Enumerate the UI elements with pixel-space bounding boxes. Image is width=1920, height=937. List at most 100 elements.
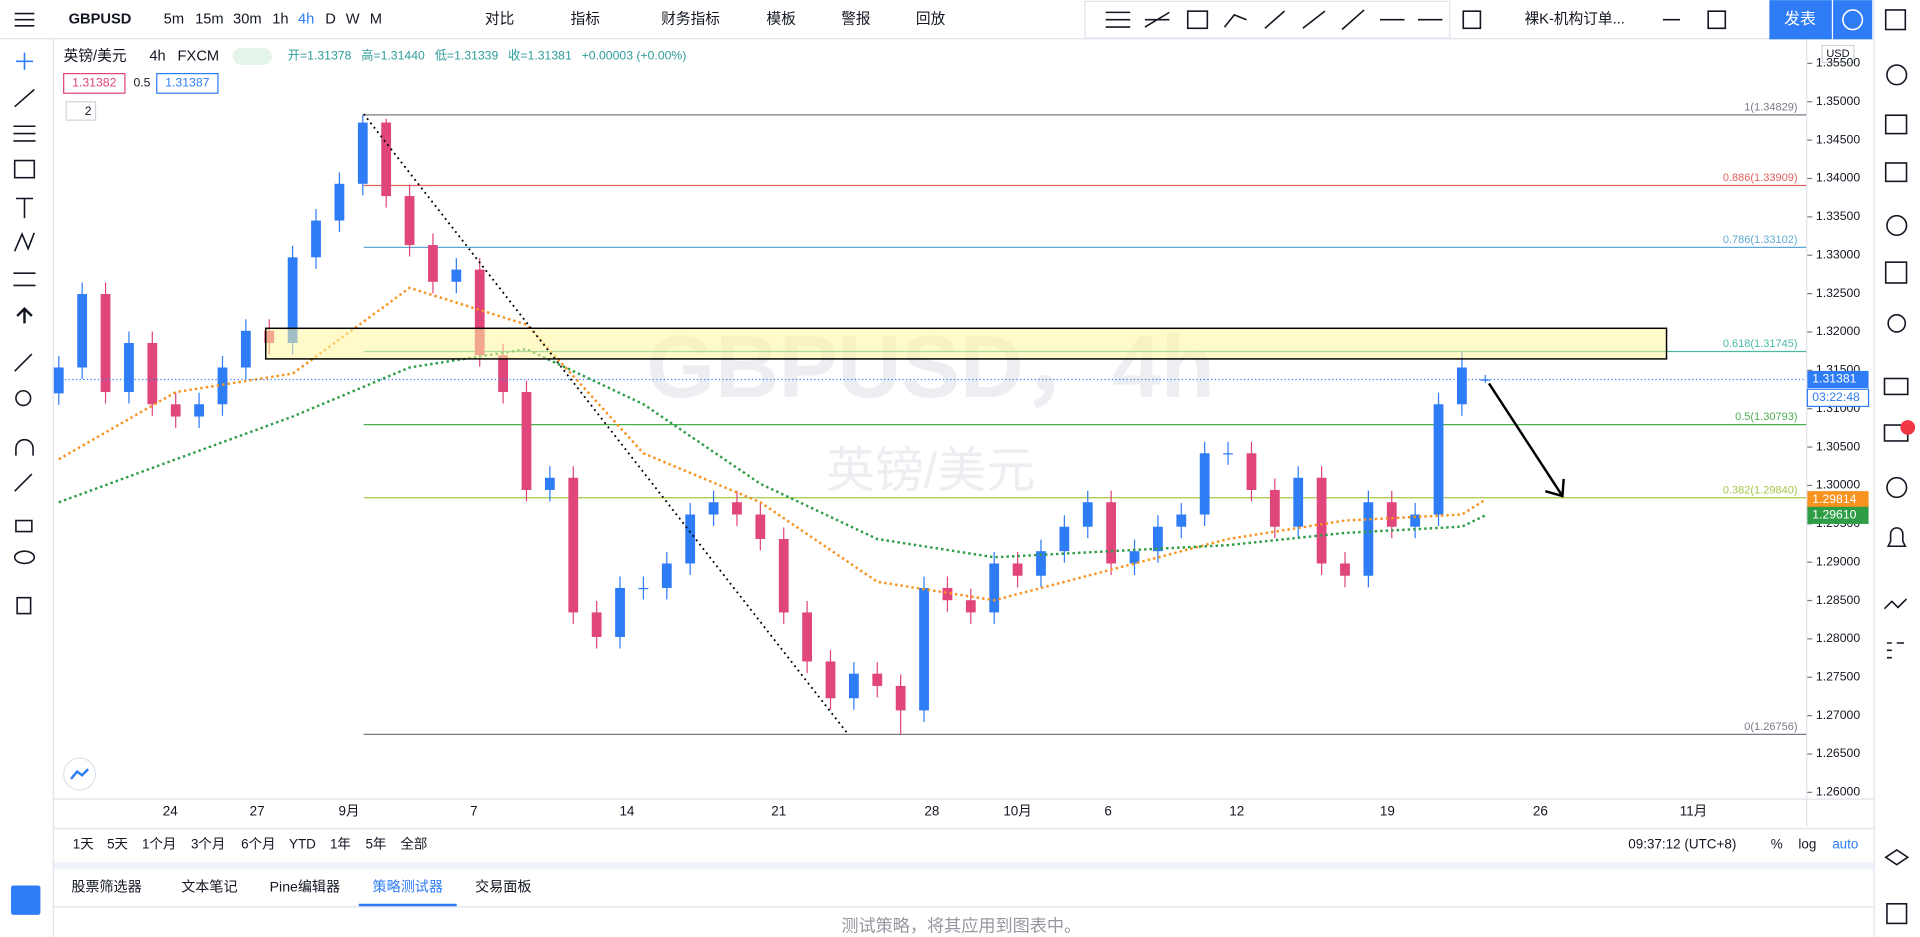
draw-ray[interactable] — [1302, 10, 1326, 29]
axis-option[interactable]: % — [1771, 837, 1783, 852]
spread: 0.5 — [133, 76, 150, 90]
range-button[interactable]: 3个月 — [191, 837, 225, 852]
candle-body — [1223, 453, 1233, 455]
candle-body — [1082, 502, 1093, 527]
menu-icon[interactable] — [14, 12, 35, 27]
hotlist-icon[interactable] — [1883, 598, 1908, 610]
range-button[interactable]: 1天 — [73, 837, 94, 852]
axis-option[interactable]: auto — [1832, 837, 1858, 852]
trend-line[interactable] — [362, 113, 850, 736]
toolbar-button[interactable]: 模板 — [767, 10, 797, 28]
interval-button[interactable]: M — [370, 12, 382, 28]
ideas-icon[interactable] — [1887, 314, 1907, 333]
chat-icon[interactable] — [1883, 377, 1909, 396]
candle-body — [919, 587, 929, 711]
rect-toggle[interactable] — [1462, 10, 1482, 30]
countdown-box — [1806, 388, 1870, 408]
fib-label: 0(1.26756) — [1744, 721, 1797, 733]
delete-tool[interactable] — [16, 596, 32, 615]
candle-body — [381, 122, 392, 197]
panel-tab[interactable]: Pine编辑器 — [270, 879, 340, 895]
panel-icon[interactable] — [11, 885, 41, 915]
pattern-tool[interactable] — [13, 231, 36, 252]
toolbar-button[interactable]: 对比 — [485, 11, 514, 28]
calc-icon[interactable] — [1884, 261, 1908, 284]
candle-body — [287, 257, 298, 344]
range-button[interactable]: YTD — [289, 837, 316, 852]
candle-body — [1293, 477, 1304, 527]
range-button[interactable]: 5年 — [365, 837, 386, 852]
axis-option[interactable]: log — [1798, 837, 1816, 852]
candle-body — [708, 502, 719, 515]
magnet-tool[interactable] — [15, 438, 34, 456]
stream-icon[interactable] — [1886, 476, 1908, 499]
x-tick-label: 12 — [1229, 804, 1244, 819]
supply-zone[interactable] — [264, 327, 1668, 360]
toolbar-button[interactable]: 回放 — [916, 11, 946, 28]
prediction-tool[interactable] — [13, 272, 36, 287]
calendar-icon[interactable] — [1886, 214, 1908, 237]
template-select[interactable]: 裸K-机构订单... — [1524, 11, 1624, 28]
draw-arrow[interactable] — [1264, 10, 1286, 29]
range-button[interactable]: 全部 — [400, 836, 427, 852]
projection-arrow[interactable] — [1487, 382, 1564, 497]
ruler-tool[interactable] — [14, 353, 33, 372]
y-tick-label: 1.34500 — [1816, 132, 1860, 146]
interval-button[interactable]: 5m — [164, 12, 184, 28]
y-tick-label: 1.27500 — [1816, 669, 1860, 683]
interval-button[interactable]: W — [346, 12, 360, 28]
toolbar-button[interactable]: 指标 — [571, 11, 601, 28]
lock-tool[interactable] — [15, 519, 33, 533]
legend-interval: 4h — [149, 48, 165, 64]
zoom-tool[interactable] — [15, 389, 32, 407]
symbol[interactable]: GBPUSD — [69, 12, 132, 28]
panel-tab[interactable]: 策略测试器 — [373, 879, 443, 895]
panel-tab[interactable]: 文本笔记 — [181, 879, 237, 895]
dom-icon[interactable] — [1886, 642, 1905, 659]
draw-channel[interactable] — [1144, 11, 1170, 28]
interval-button[interactable]: 30m — [233, 12, 262, 28]
crosshair-tool[interactable] — [15, 52, 34, 70]
range-button[interactable]: 5天 — [107, 837, 128, 852]
interval-button[interactable]: 1h — [272, 12, 288, 28]
interval-button[interactable]: 4h — [298, 12, 314, 28]
panel-tab[interactable]: 交易面板 — [475, 879, 531, 895]
interval-button[interactable]: D — [325, 12, 336, 28]
draw-line[interactable] — [1341, 9, 1365, 31]
range-button[interactable]: 1年 — [330, 837, 351, 852]
toolbar-button[interactable]: 财务指标 — [661, 11, 720, 28]
visibility-tool[interactable] — [13, 550, 36, 565]
range-button[interactable]: 1个月 — [142, 837, 176, 852]
text-tool[interactable] — [15, 197, 34, 219]
fib-tool[interactable] — [13, 125, 36, 142]
layers-icon[interactable] — [1884, 848, 1910, 866]
draw-fib[interactable] — [1105, 11, 1131, 28]
draw-rect[interactable] — [1186, 10, 1209, 30]
interval-button[interactable]: 15m — [195, 12, 224, 28]
notify-icon[interactable] — [1886, 527, 1907, 548]
fib-label: 0.382(1.29840) — [1723, 484, 1798, 496]
help-icon[interactable] — [1886, 903, 1908, 925]
settings-icons[interactable] — [1662, 10, 1727, 30]
toolbar-button[interactable]: 警报 — [841, 11, 871, 28]
panel-tab[interactable]: 股票筛选器 — [71, 879, 141, 895]
price-tag — [1807, 370, 1869, 389]
candle-body — [1410, 514, 1421, 527]
draw-path[interactable] — [1223, 13, 1247, 28]
range-button[interactable]: 6个月 — [241, 837, 275, 852]
ask-box[interactable] — [156, 72, 219, 94]
watchlist-icon[interactable] — [1884, 9, 1907, 31]
data-icon[interactable] — [1884, 162, 1908, 183]
bid-box[interactable] — [63, 72, 126, 94]
shape-tool[interactable] — [13, 159, 36, 179]
draw-lock-tool[interactable] — [14, 473, 33, 492]
icon-tool[interactable] — [16, 306, 33, 324]
trendline-tool[interactable] — [14, 88, 35, 108]
collapse-box[interactable] — [65, 101, 97, 121]
publish-button[interactable] — [1769, 0, 1832, 40]
candle-body — [404, 196, 415, 246]
candle-body — [825, 661, 836, 699]
alerts-icon[interactable] — [1886, 64, 1908, 86]
forward-button[interactable] — [1833, 0, 1873, 40]
news-icon[interactable] — [1884, 114, 1908, 135]
